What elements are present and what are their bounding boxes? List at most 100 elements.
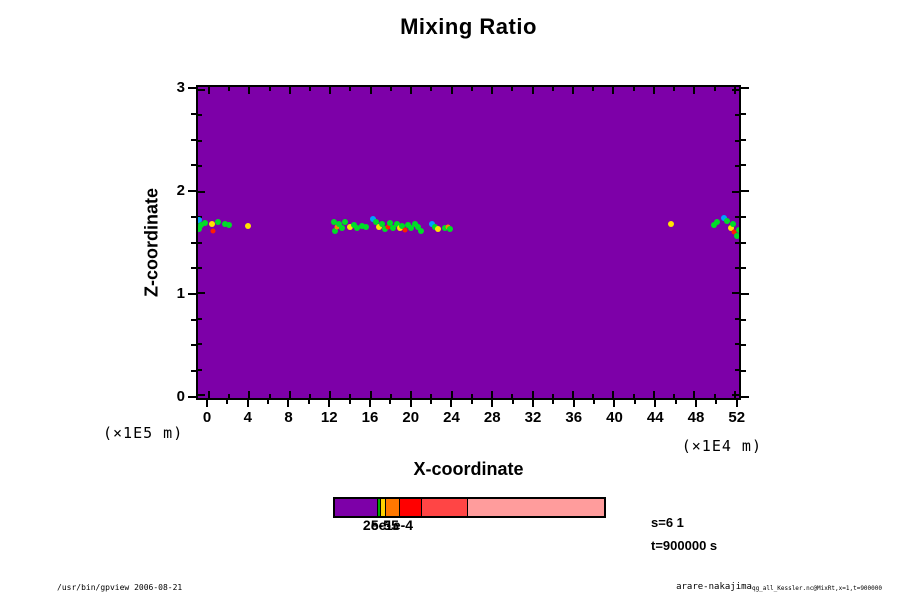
- x-tick-bottom-in: [248, 391, 251, 398]
- x-tick-bottom-in: [410, 391, 413, 398]
- x-tick-label: 24: [443, 409, 460, 426]
- x-tick-bottom-in: [329, 391, 332, 398]
- y-tick-right-in: [735, 139, 739, 142]
- y-tick-right-in: [735, 165, 739, 168]
- data-point: [441, 225, 448, 232]
- y-tick-left-in: [198, 343, 202, 346]
- y-tick-right-in: [732, 89, 739, 92]
- command-stamp: /usr/bin/gpview 2006-08-21: [57, 583, 183, 592]
- data-point: [405, 222, 412, 229]
- y-tick-right-out: [741, 241, 746, 244]
- x-tick-bottom-in: [228, 394, 231, 398]
- x-tick-bottom-out: [572, 400, 575, 407]
- x-tick-label: 12: [320, 409, 338, 426]
- data-point: [733, 233, 739, 240]
- x-tick-label: 32: [524, 409, 542, 426]
- colorbar-segment: [399, 499, 422, 516]
- data-point: [375, 224, 382, 231]
- data-point: [408, 225, 415, 232]
- x-tick-bottom-out: [246, 400, 249, 407]
- x-tick-bottom-out: [470, 400, 473, 404]
- y-tick-left-out: [191, 241, 196, 244]
- y-tick-left-out: [191, 344, 196, 347]
- x-tick-bottom-out: [328, 400, 331, 407]
- y-tick-right-out: [741, 138, 746, 141]
- y-tick-right-out: [741, 87, 749, 90]
- data-point: [710, 222, 717, 229]
- colorbar-segment: [386, 499, 400, 516]
- colorbar-tick-label: 2e-5: [362, 517, 391, 533]
- data-point: [372, 219, 379, 226]
- dataset-name: arare-nakajima: [676, 582, 752, 592]
- data-point: [386, 220, 393, 227]
- data-point: [378, 221, 385, 228]
- x-tick-bottom-out: [368, 400, 371, 407]
- x-tick-top: [288, 87, 291, 94]
- y-tick-left-out: [188, 87, 196, 90]
- y-tick-right-out: [741, 344, 746, 347]
- x-tick-bottom-in: [632, 394, 635, 398]
- x-tick-bottom-out: [430, 400, 433, 404]
- y-tick-left-out: [191, 112, 196, 115]
- data-point: [342, 219, 349, 226]
- x-tick-bottom-in: [592, 394, 595, 398]
- y-tick-right-in: [732, 292, 739, 295]
- x-tick-bottom-in: [693, 391, 696, 398]
- y-tick-left-out: [191, 164, 196, 167]
- data-point: [358, 223, 365, 230]
- y-tick-left-in: [198, 266, 202, 269]
- y-tick-right-out: [741, 215, 746, 218]
- x-tick-bottom-in: [713, 394, 716, 398]
- y-tick-right-out: [741, 112, 746, 115]
- annotation-s: s=6 1: [651, 515, 684, 530]
- data-point: [429, 221, 436, 228]
- x-tick-label: 28: [483, 409, 501, 426]
- x-tick-label: 40: [606, 409, 623, 426]
- data-point: [208, 221, 215, 228]
- x-tick-bottom-out: [674, 400, 677, 404]
- x-tick-label: 52: [728, 409, 746, 426]
- data-point: [198, 222, 204, 229]
- y-tick-label: 2: [176, 182, 185, 200]
- x-tick-label: 20: [402, 409, 420, 426]
- colorbar-segment: [467, 499, 604, 516]
- x-tick-bottom-in: [571, 391, 574, 398]
- y-tick-right-out: [741, 164, 746, 167]
- x-tick-top: [329, 87, 332, 94]
- data-point: [432, 224, 439, 231]
- y-tick-left-out: [191, 267, 196, 270]
- x-tick-top: [389, 87, 392, 91]
- x-tick-bottom-in: [531, 391, 534, 398]
- x-tick-bottom-out: [694, 400, 697, 407]
- data-point: [339, 225, 346, 232]
- x-tick-bottom-in: [288, 391, 291, 398]
- x-tick-label: 36: [565, 409, 583, 426]
- x-tick-top: [713, 87, 716, 91]
- colorbar-tick-label: 5e-5: [370, 517, 399, 533]
- x-tick-bottom-in: [450, 391, 453, 398]
- data-point: [415, 224, 422, 231]
- x-tick-bottom-in: [207, 391, 210, 398]
- x-tick-bottom-out: [409, 400, 412, 407]
- x-tick-bottom-out: [389, 400, 392, 404]
- colorbar-segment: [378, 499, 382, 516]
- x-tick-bottom-out: [613, 400, 616, 407]
- y-tick-left-in: [198, 114, 202, 117]
- y-tick-right-in: [735, 216, 739, 219]
- y-tick-left-in: [198, 241, 202, 244]
- plot-area: [196, 85, 741, 400]
- y-tick-right-in: [732, 393, 739, 396]
- y-tick-right-out: [741, 318, 746, 321]
- x-tick-bottom-in: [309, 394, 312, 398]
- x-tick-bottom-in: [551, 394, 554, 398]
- x-tick-bottom-out: [491, 400, 494, 407]
- data-point: [362, 224, 369, 231]
- x-tick-top: [450, 87, 453, 94]
- x-tick-bottom-out: [450, 400, 453, 407]
- y-tick-left-in: [198, 190, 205, 193]
- x-tick-bottom-out: [593, 400, 596, 404]
- x-tick-top: [551, 87, 554, 91]
- data-point: [369, 216, 376, 223]
- x-tick-bottom-out: [206, 400, 208, 407]
- data-point: [394, 221, 400, 228]
